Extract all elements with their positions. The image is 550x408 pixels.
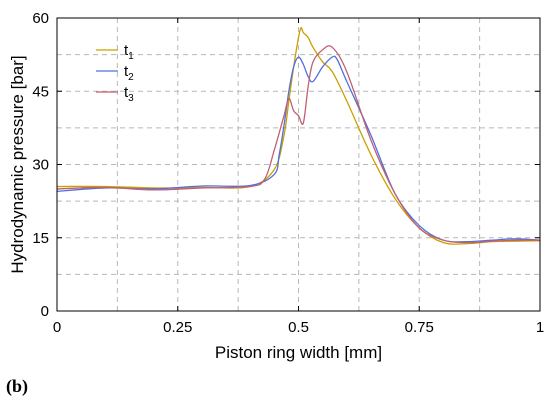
x-tick-label: 0: [53, 319, 61, 336]
panel-label-close: ): [22, 376, 29, 396]
legend-label-subscript: 1: [128, 51, 134, 62]
y-tick-label: 0: [41, 303, 49, 320]
panel-label: (b): [6, 376, 28, 397]
axis-ticks: 0 0.25 0.5 0.75 1 0 15 30 45 60: [32, 10, 544, 336]
y-tick-label: 30: [32, 157, 49, 174]
x-tick-label: 0.75: [405, 319, 434, 336]
panel-label-letter: b: [12, 376, 23, 396]
legend-label-main: t: [124, 84, 129, 101]
x-axis-label: Piston ring width [mm]: [215, 343, 382, 362]
x-tick-label: 0.25: [163, 319, 192, 336]
legend-label-main: t: [124, 63, 129, 80]
y-tick-label: 60: [32, 10, 49, 27]
x-tick-label: 0.5: [288, 319, 309, 336]
y-tick-label: 15: [32, 230, 49, 247]
legend-label-t3: t3: [124, 84, 134, 104]
legend-label-main: t: [124, 42, 129, 59]
x-tick-label: 1: [536, 319, 544, 336]
legend-label-subscript: 3: [128, 93, 134, 104]
panel-label-open: (: [6, 376, 12, 396]
y-axis-label: Hydrodynamic pressure [bar]: [8, 55, 27, 273]
legend-label-t2: t2: [124, 63, 134, 83]
series-line-t3: [56, 45, 541, 244]
y-tick-label: 45: [32, 83, 49, 100]
series-lines: [56, 27, 541, 245]
grid: [57, 18, 540, 311]
legend-label-t1: t1: [124, 42, 134, 62]
legend-label-subscript: 2: [128, 72, 134, 83]
